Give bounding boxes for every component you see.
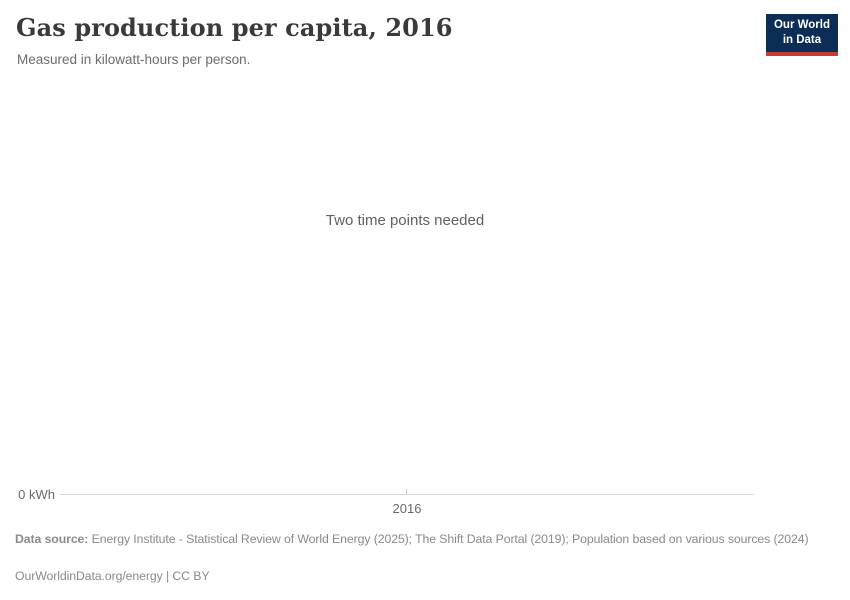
no-data-message: Two time points needed <box>325 212 485 229</box>
owid-logo-line1: Our World <box>773 19 830 31</box>
x-axis-line <box>60 494 754 495</box>
x-axis-tick-label: 2016 <box>392 501 422 516</box>
owid-logo-line2: in Data <box>782 33 822 46</box>
plot-area <box>0 75 850 490</box>
y-axis-zero-label: 0 kWh <box>18 487 55 502</box>
attribution-line: OurWorldinData.org/energy | CC BY <box>15 569 210 583</box>
chart-subtitle: Measured in kilowatt-hours per person. <box>17 52 251 67</box>
owid-logo[interactable]: Our World in Data <box>765 14 838 56</box>
x-axis-tick <box>406 489 407 494</box>
data-source-label: Data source: <box>15 532 89 546</box>
data-source-text: Energy Institute - Statistical Review of… <box>91 532 809 546</box>
data-source-line: Data source: Energy Institute - Statisti… <box>15 532 821 548</box>
chart-title: Gas production per capita, 2016 <box>16 13 453 42</box>
